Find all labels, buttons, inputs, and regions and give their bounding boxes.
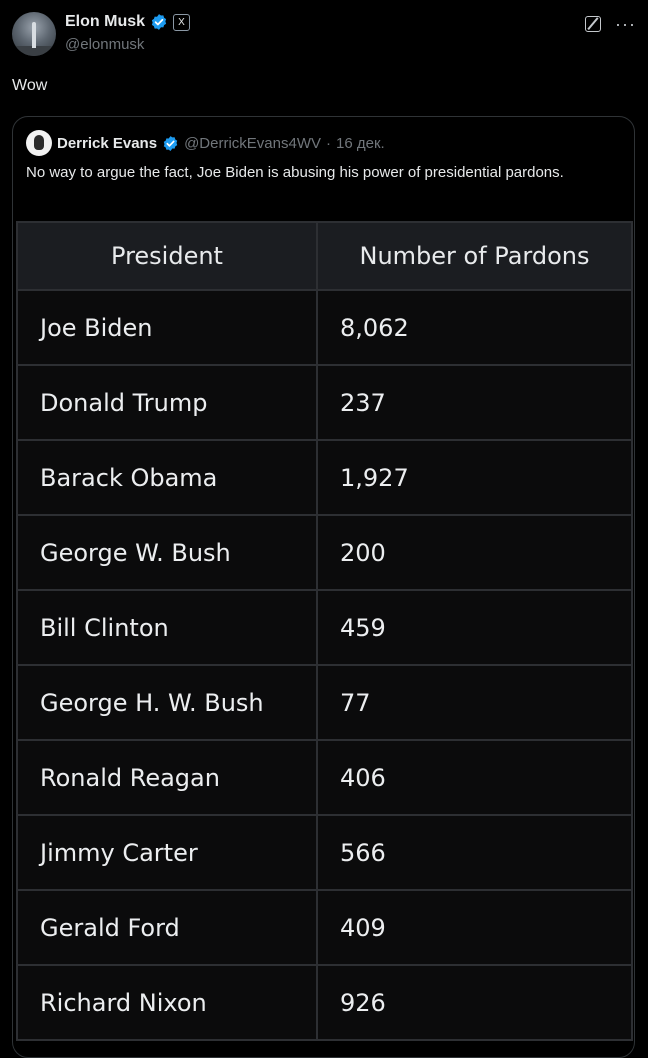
table-row: Richard Nixon 926 xyxy=(16,964,633,1041)
author-name-row: Elon Musk X xyxy=(65,13,191,31)
pardons-cell: 237 xyxy=(316,364,633,441)
author-name[interactable]: Elon Musk xyxy=(65,13,146,30)
president-cell: George W. Bush xyxy=(16,514,318,591)
quoted-author-handle[interactable]: @DerrickEvans4WV xyxy=(184,134,321,152)
avatar-rocket xyxy=(32,22,36,48)
table-row: Donald Trump 237 xyxy=(16,364,633,441)
president-cell: Ronald Reagan xyxy=(16,739,318,816)
pardons-cell: 77 xyxy=(316,664,633,741)
quoted-tweet-date[interactable]: 16 дек. xyxy=(336,134,385,152)
president-cell: Barack Obama xyxy=(16,439,318,516)
quoted-author-name[interactable]: Derrick Evans xyxy=(57,134,158,152)
table-row: Barack Obama 1,927 xyxy=(16,439,633,516)
table-row: Jimmy Carter 566 xyxy=(16,814,633,891)
president-cell: Gerald Ford xyxy=(16,889,318,966)
quoted-tweet-text: No way to argue the fact, Joe Biden is a… xyxy=(26,164,564,181)
tweet-text: Wow xyxy=(12,77,48,94)
table-row: Ronald Reagan 406 xyxy=(16,739,633,816)
column-header-pardons: Number of Pardons xyxy=(316,221,633,291)
president-cell: Jimmy Carter xyxy=(16,814,318,891)
tweet-header: Elon Musk X @elonmusk ··· xyxy=(12,12,636,58)
president-cell: Richard Nixon xyxy=(16,964,318,1041)
author-avatar[interactable] xyxy=(12,12,56,56)
pardons-cell: 406 xyxy=(316,739,633,816)
pardons-cell: 566 xyxy=(316,814,633,891)
pardons-cell: 200 xyxy=(316,514,633,591)
table-header-row: President Number of Pardons xyxy=(16,221,633,291)
quoted-author-avatar[interactable] xyxy=(26,130,52,156)
president-cell: Bill Clinton xyxy=(16,589,318,666)
avatar-ground xyxy=(12,46,56,56)
quoted-tweet-header: Derrick Evans @DerrickEvans4WV · 16 дек. xyxy=(26,130,385,156)
verified-badge-icon xyxy=(162,135,179,152)
pardons-cell: 8,062 xyxy=(316,289,633,366)
pardons-cell: 409 xyxy=(316,889,633,966)
pardons-cell: 926 xyxy=(316,964,633,1041)
separator-dot: · xyxy=(326,134,331,152)
president-cell: George H. W. Bush xyxy=(16,664,318,741)
column-header-president: President xyxy=(16,221,318,291)
verified-badge-icon[interactable] xyxy=(150,13,168,31)
table-row: Gerald Ford 409 xyxy=(16,889,633,966)
president-cell: Joe Biden xyxy=(16,289,318,366)
tweet-actions: ··· xyxy=(585,14,636,34)
table-row: Joe Biden 8,062 xyxy=(16,289,633,366)
table-row: George W. Bush 200 xyxy=(16,514,633,591)
quoted-tweet[interactable]: Derrick Evans @DerrickEvans4WV · 16 дек.… xyxy=(12,116,635,1058)
affiliation-badge[interactable]: X xyxy=(173,13,191,31)
table-row: Bill Clinton 459 xyxy=(16,589,633,666)
more-icon[interactable]: ··· xyxy=(615,14,636,34)
president-cell: Donald Trump xyxy=(16,364,318,441)
pardons-cell: 459 xyxy=(316,589,633,666)
table-row: George H. W. Bush 77 xyxy=(16,664,633,741)
author-handle[interactable]: @elonmusk xyxy=(65,36,145,53)
pardons-cell: 1,927 xyxy=(316,439,633,516)
pardons-table-image[interactable]: President Number of Pardons Joe Biden 8,… xyxy=(16,221,633,1041)
grok-icon[interactable] xyxy=(585,16,602,32)
